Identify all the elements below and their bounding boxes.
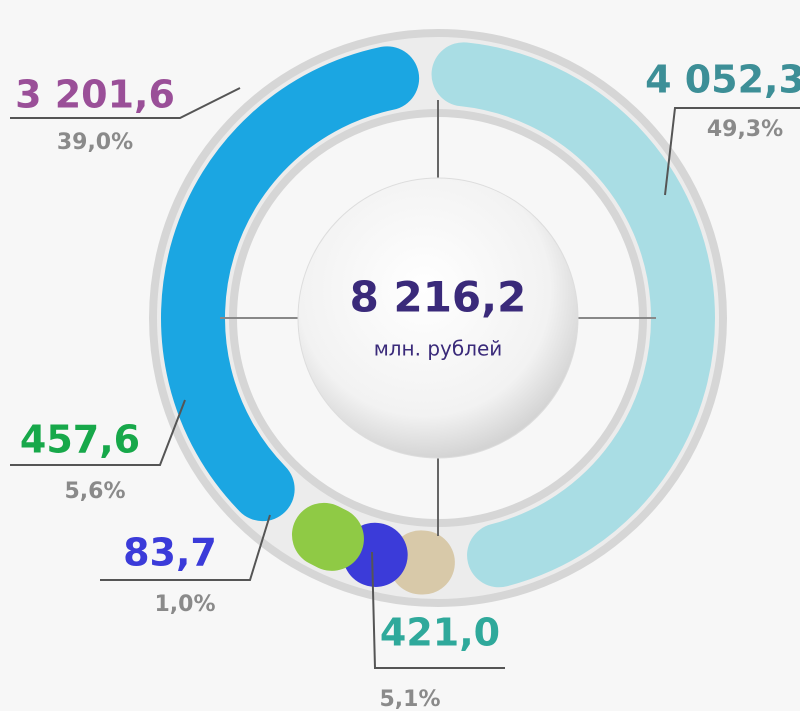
leader-line <box>10 399 186 466</box>
unit: млн. рублей <box>374 337 503 361</box>
leader-line <box>371 551 505 669</box>
labels: 4 052,3 49,3% 421,0 5,1% 83,7 1,0% 457,6 5,6% 3 … <box>10 58 800 711</box>
segment <box>431 42 715 588</box>
value-label: 83,7 <box>123 531 217 575</box>
share-label: 1,0% <box>154 592 215 617</box>
center-disc <box>297 177 579 459</box>
segments <box>161 42 715 595</box>
share-label: 5,1% <box>379 687 440 711</box>
total: 8 216,2 <box>350 273 527 322</box>
segment <box>161 46 420 522</box>
value-label: 4 052,3 <box>645 58 800 102</box>
segment <box>291 502 364 571</box>
value-label: 421,0 <box>380 611 500 655</box>
leader-line <box>100 514 271 581</box>
leader-line <box>10 87 241 119</box>
leader-line <box>664 107 800 196</box>
share-label: 5,6% <box>64 479 125 504</box>
value-label: 3 201,6 <box>15 73 175 117</box>
share-label: 49,3% <box>707 117 783 142</box>
share-label: 39,0% <box>57 130 133 155</box>
value-label: 457,6 <box>20 418 140 462</box>
